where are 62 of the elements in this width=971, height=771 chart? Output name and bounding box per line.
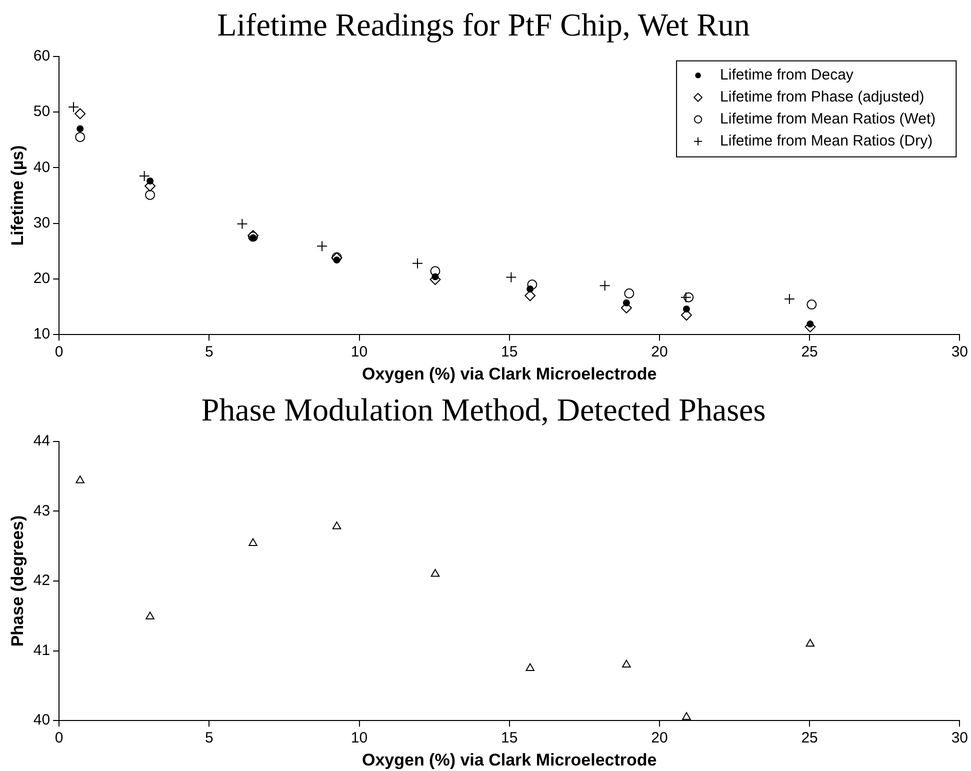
point bbox=[524, 290, 536, 302]
point bbox=[146, 612, 154, 620]
legend-label: Lifetime from Decay bbox=[720, 66, 854, 84]
legend-label: Lifetime from Mean Ratios (Wet) bbox=[720, 110, 936, 128]
point bbox=[74, 108, 86, 120]
legend-label: Lifetime from Mean Ratios (Dry) bbox=[720, 132, 933, 150]
point bbox=[76, 475, 84, 484]
x-tick-label: 25 bbox=[801, 730, 818, 747]
point bbox=[527, 280, 538, 290]
point bbox=[506, 272, 517, 283]
point bbox=[682, 712, 691, 720]
x-tick-label: 20 bbox=[651, 344, 668, 361]
y-axis-title: Lifetime (µs) bbox=[8, 145, 27, 246]
point bbox=[76, 125, 84, 132]
point bbox=[526, 663, 534, 671]
point bbox=[430, 266, 440, 276]
y-axis-title: Phase (degrees) bbox=[8, 515, 27, 647]
y-tick-label: 10 bbox=[33, 326, 50, 343]
point bbox=[316, 240, 328, 252]
point bbox=[806, 638, 815, 647]
y-tick-label: 44 bbox=[33, 432, 50, 450]
x-tick-label: 0 bbox=[54, 730, 64, 747]
x-tick-label: 5 bbox=[205, 730, 214, 747]
legend-label: Lifetime from Phase (adjusted) bbox=[720, 88, 924, 106]
y-tick-label: 20 bbox=[33, 270, 50, 288]
y-tick-label: 43 bbox=[33, 502, 50, 520]
y-tick-label: 60 bbox=[33, 48, 50, 65]
y-tick-label: 41 bbox=[33, 642, 50, 659]
point bbox=[332, 522, 342, 530]
x-tick-label: 0 bbox=[54, 344, 64, 361]
x-tick-label: 15 bbox=[501, 730, 518, 747]
y-tick-label: 50 bbox=[33, 103, 50, 120]
point bbox=[684, 292, 694, 302]
y-tick-label: 40 bbox=[33, 712, 50, 729]
chart-title: Lifetime Readings for PtF Chip, Wet Run bbox=[217, 6, 750, 43]
x-axis-title: Oxygen (%) via Clark Microelectrode bbox=[362, 750, 657, 770]
x-tick-label: 25 bbox=[801, 344, 818, 361]
x-tick-label: 10 bbox=[350, 344, 368, 361]
x-tick-label: 20 bbox=[651, 730, 668, 747]
point bbox=[784, 293, 795, 304]
point bbox=[75, 132, 86, 142]
x-tick-label: 15 bbox=[501, 344, 518, 361]
point bbox=[680, 292, 692, 303]
x-tick-label: 10 bbox=[350, 730, 368, 747]
x-tick-label: 5 bbox=[205, 344, 214, 361]
point bbox=[806, 300, 817, 310]
point bbox=[145, 190, 156, 200]
point bbox=[248, 538, 258, 546]
point bbox=[622, 660, 631, 668]
point bbox=[236, 218, 248, 230]
point bbox=[430, 569, 440, 577]
x-tick-label: 30 bbox=[951, 344, 968, 361]
x-tick-label: 30 bbox=[951, 730, 968, 747]
y-tick-label: 42 bbox=[33, 572, 50, 590]
point bbox=[138, 170, 150, 182]
y-tick-label: 30 bbox=[33, 214, 50, 232]
point bbox=[599, 280, 610, 292]
point bbox=[624, 288, 634, 298]
y-tick-label: 40 bbox=[33, 158, 50, 176]
x-axis-title: Oxygen (%) via Clark Microelectrode bbox=[362, 364, 657, 384]
chart-title: Phase Modulation Method, Detected Phases bbox=[201, 392, 766, 428]
point bbox=[412, 258, 424, 269]
